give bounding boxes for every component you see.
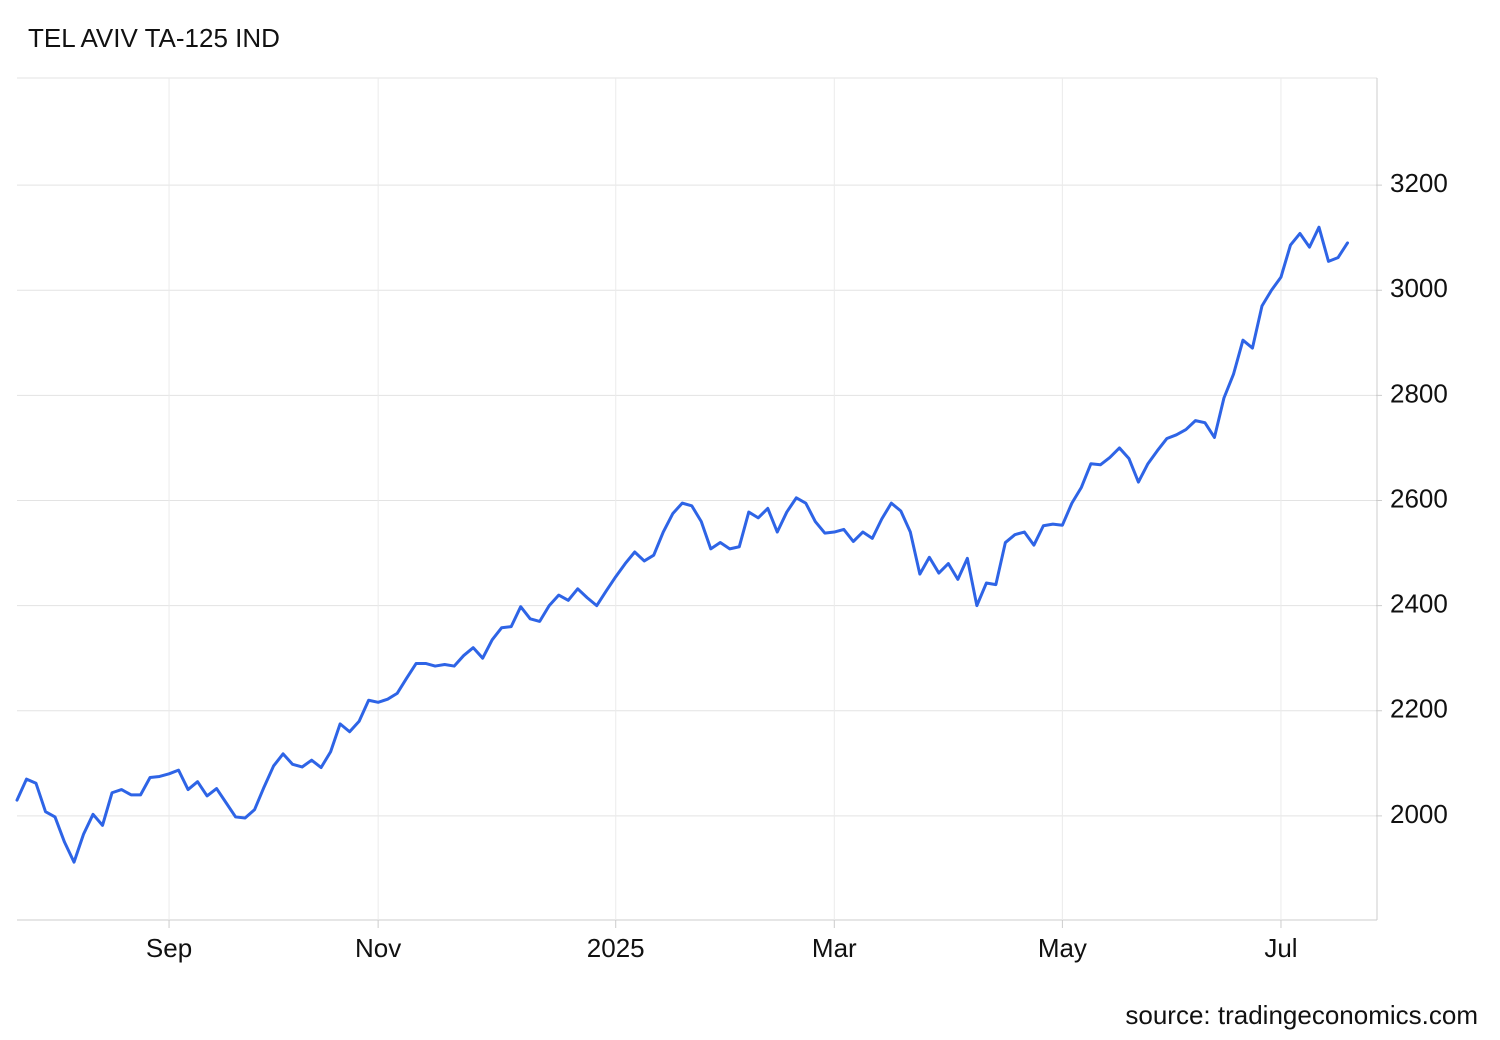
x-tick-label: Mar — [812, 933, 857, 963]
x-tick-label: May — [1038, 933, 1087, 963]
chart-title: TEL AVIV TA-125 IND — [28, 23, 280, 53]
price-line — [15, 225, 1349, 864]
y-tick-label: 2400 — [1390, 589, 1448, 619]
x-tick-label: Nov — [355, 933, 401, 963]
y-tick-label: 2000 — [1390, 799, 1448, 829]
y-tick-label: 3200 — [1390, 168, 1448, 198]
x-tick-label: 2025 — [587, 933, 645, 963]
source-note: source: tradingeconomics.com — [1125, 1000, 1478, 1030]
y-tick-label: 2200 — [1390, 694, 1448, 724]
y-tick-label: 2800 — [1390, 378, 1448, 408]
y-tick-label: 2600 — [1390, 483, 1448, 513]
x-tick-label: Jul — [1264, 933, 1297, 963]
x-tick-label: Sep — [146, 933, 192, 963]
y-tick-label: 3000 — [1390, 273, 1448, 303]
